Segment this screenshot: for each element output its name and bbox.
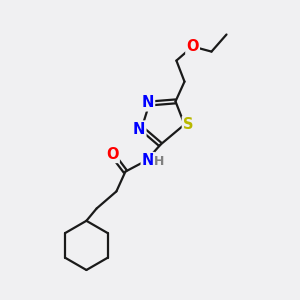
- Text: N: N: [133, 122, 146, 136]
- Text: N: N: [142, 153, 154, 168]
- Text: S: S: [183, 117, 194, 132]
- Text: O: O: [106, 147, 119, 162]
- Text: N: N: [142, 95, 154, 110]
- Text: H: H: [154, 155, 164, 169]
- Text: O: O: [186, 39, 199, 54]
